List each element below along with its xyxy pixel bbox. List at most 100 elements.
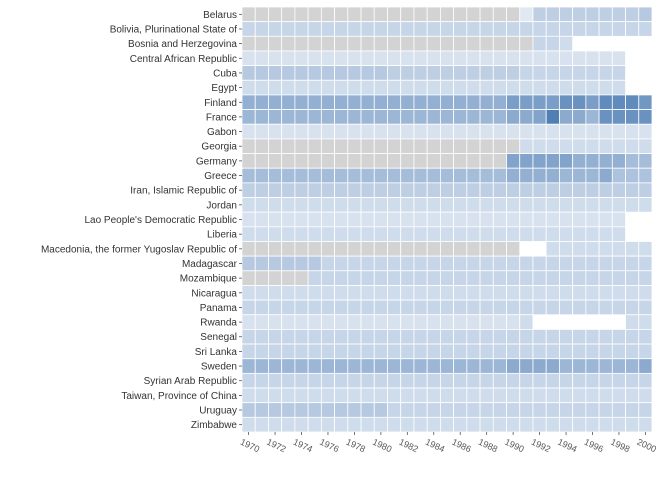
heatmap-cell <box>347 6 362 23</box>
heatmap-cell <box>334 402 349 418</box>
heatmap-cell <box>426 35 441 52</box>
heatmap-cell <box>268 153 283 169</box>
heatmap-cell <box>241 416 256 433</box>
y-tick-label: Greece <box>204 171 237 182</box>
heatmap-cell <box>439 79 455 96</box>
heatmap-cell <box>545 226 560 242</box>
heatmap-cell <box>400 35 415 52</box>
heatmap-cell <box>598 402 613 418</box>
heatmap-cell <box>400 94 415 110</box>
heatmap-cell <box>559 182 574 198</box>
heatmap-cell <box>387 255 402 272</box>
heatmap-cell <box>559 123 574 140</box>
heatmap-cell <box>360 329 375 345</box>
heatmap-cell <box>307 285 322 301</box>
heatmap-cell <box>598 358 613 374</box>
heatmap-cell <box>611 138 626 154</box>
heatmap-cell <box>426 387 441 404</box>
heatmap-cell <box>400 21 415 37</box>
heatmap-cell <box>532 182 547 198</box>
heatmap-cell <box>334 241 349 257</box>
heatmap-cell <box>532 299 547 316</box>
heatmap-cell <box>281 197 296 213</box>
heatmap-cell <box>611 402 626 418</box>
heatmap-cell <box>347 387 362 404</box>
heatmap-cell <box>254 358 269 374</box>
heatmap-cell <box>294 65 309 81</box>
heatmap-cell <box>254 6 269 23</box>
heatmap-cell <box>625 372 640 389</box>
heatmap-cell <box>268 329 283 345</box>
heatmap-cell <box>413 387 428 404</box>
heatmap-cell <box>387 372 402 389</box>
heatmap-cell <box>241 6 256 23</box>
heatmap-cell <box>426 6 441 23</box>
heatmap-cell <box>360 402 375 418</box>
heatmap-cell <box>532 197 547 213</box>
heatmap-cell <box>281 314 296 330</box>
heatmap-cell <box>360 211 375 228</box>
heatmap-cell <box>479 138 494 154</box>
heatmap-cell <box>254 182 269 198</box>
heatmap-cell <box>519 343 534 360</box>
heatmap-cell <box>638 270 653 286</box>
y-tick-label: Macedonia, the former Yugoslav Republic … <box>41 244 237 255</box>
heatmap-cell <box>519 167 534 184</box>
heatmap-cell <box>638 416 653 433</box>
heatmap-cell <box>320 109 335 125</box>
heatmap-cell <box>320 123 335 140</box>
heatmap-cell <box>320 138 335 154</box>
heatmap-cell <box>519 270 534 286</box>
heatmap-cell <box>241 358 256 374</box>
heatmap-cell <box>254 50 269 67</box>
heatmap-cell <box>254 387 269 404</box>
heatmap-cell <box>268 285 283 301</box>
heatmap-cell <box>506 50 521 67</box>
heatmap-cell <box>294 153 309 169</box>
heatmap-cell <box>413 402 428 418</box>
heatmap-cell <box>545 35 560 52</box>
y-tick-label: Zimbabwe <box>191 420 238 431</box>
heatmap-cell <box>347 285 362 301</box>
heatmap-cell <box>545 299 560 316</box>
heatmap-cell <box>320 299 335 316</box>
heatmap-cell <box>426 211 441 228</box>
heatmap-cell <box>373 123 388 140</box>
heatmap-cell <box>506 6 521 23</box>
heatmap-cell <box>479 285 494 301</box>
heatmap-cell <box>400 167 415 184</box>
heatmap-cell <box>559 167 574 184</box>
heatmap-cell <box>373 314 388 330</box>
heatmap-cell <box>241 138 256 154</box>
heatmap-cell <box>611 167 626 184</box>
heatmap-cell <box>453 358 468 374</box>
heatmap-cell <box>506 226 521 242</box>
heatmap-cell <box>241 182 256 198</box>
heatmap-cell <box>519 123 534 140</box>
heatmap-cell <box>585 21 600 37</box>
heatmap-cell <box>387 211 402 228</box>
heatmap-cell <box>400 329 415 345</box>
heatmap-cell <box>519 79 534 96</box>
y-tick-label: Central African Republic <box>130 54 237 65</box>
heatmap-cell <box>281 329 296 345</box>
heatmap-cell <box>400 79 415 96</box>
heatmap-cell <box>320 255 335 272</box>
heatmap-cell <box>532 416 547 433</box>
heatmap-cell <box>572 372 587 389</box>
heatmap-cell <box>453 226 468 242</box>
heatmap-cell <box>426 358 441 374</box>
heatmap-cell <box>241 123 256 140</box>
heatmap-cell <box>519 182 534 198</box>
heatmap-cell <box>268 94 283 110</box>
heatmap-cell <box>334 65 349 81</box>
heatmap-cell <box>545 79 560 96</box>
heatmap-cell <box>439 416 455 433</box>
heatmap-cell <box>545 182 560 198</box>
heatmap-cell <box>519 94 534 110</box>
y-tick-label: Panama <box>200 303 238 314</box>
heatmap-cell <box>466 314 481 330</box>
heatmap-cell <box>545 285 560 301</box>
heatmap-cell <box>611 50 626 67</box>
heatmap-cell <box>479 255 494 272</box>
